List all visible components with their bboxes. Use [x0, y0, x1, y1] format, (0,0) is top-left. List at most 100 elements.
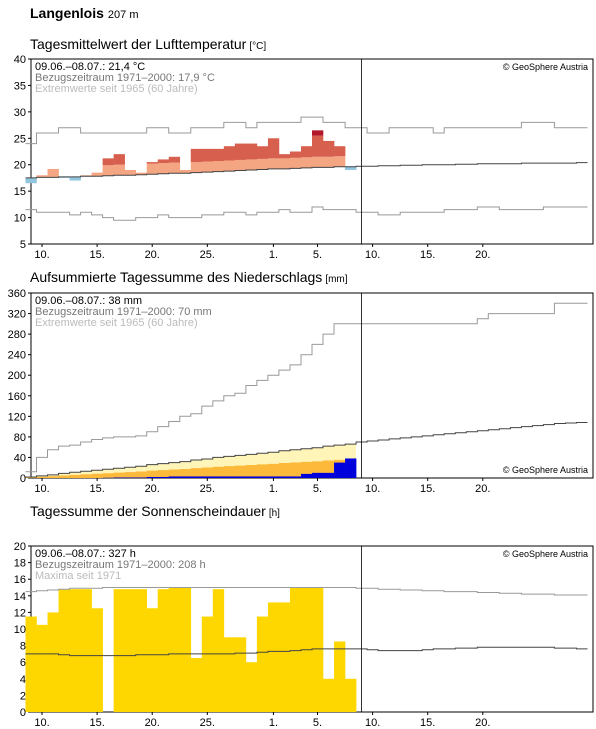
temp-info-period: 09.06.–08.07.: 21,4 °C: [35, 61, 145, 73]
temp-x-tick-label: 15.: [420, 249, 435, 261]
sun-info-period: 09.06.–08.07.: 327 h: [35, 548, 136, 560]
sun-chart: 0 2 4 6 8 10 12 14 16 18 20 10. 15. 20. 25. 1. 5. 10. 15. 2…: [14, 541, 594, 729]
precip-credit: © GeoSphere Austria: [503, 465, 588, 475]
precip-y-tick-label: 280: [8, 329, 26, 341]
precip-bar: [135, 477, 148, 478]
sunshine-bar: [334, 641, 346, 712]
temp-anomaly-bar: [135, 172, 148, 175]
sunshine-bar: [256, 616, 269, 712]
temp-anomaly-bar: [245, 159, 258, 170]
sun-y-tick-label: 16: [14, 574, 26, 586]
precip-y-tick-label: 320: [8, 309, 26, 321]
temp-anomaly-bar: [113, 154, 125, 165]
temp-anomaly-bar: [234, 143, 247, 160]
temp-anomaly-bar: [223, 160, 236, 172]
temp-anomaly-bar: [267, 158, 280, 169]
temp-x-tick-label: 10.: [34, 249, 49, 261]
precip-bar: [234, 476, 247, 478]
temp-y-tick-label: 30: [14, 107, 26, 119]
sunshine-bar: [91, 608, 103, 712]
precip-low-area: [25, 459, 357, 478]
precip-info-reference: Bezugszeitraum 1971–2000: 70 mm: [35, 306, 212, 318]
precip-bar: [289, 476, 302, 478]
precip-x-tick-label: 5.: [313, 483, 322, 495]
precip-bar: [278, 476, 291, 478]
precip-bar: [323, 472, 335, 478]
temp-anomaly-bar: [102, 158, 114, 166]
temp-anomaly-bar: [323, 156, 335, 168]
temp-y-tick-label: 35: [14, 80, 26, 92]
temp-anomaly-bar: [289, 151, 302, 158]
temp-x-tick-label: 25.: [200, 249, 215, 261]
sun-y-tick-label: 4: [20, 674, 26, 686]
sunshine-bar: [267, 602, 280, 712]
sunshine-unit: [h]: [268, 508, 280, 519]
temp-anomaly-bar: [223, 146, 236, 161]
temp-anomaly-bar: [69, 176, 81, 181]
sunshine-bar: [157, 589, 170, 712]
temp-anomaly-bar: [334, 146, 346, 157]
sunshine-bar: [47, 612, 59, 712]
temp-y-tick-label: 15: [14, 186, 26, 198]
temp-y-tick-label: 25: [14, 133, 26, 145]
precipitation-title-text: Aufsummierte Tagessumme des Niederschlag…: [30, 269, 323, 285]
sunshine-bar: [179, 587, 192, 712]
sunshine-bar: [212, 589, 225, 712]
precip-y-tick-label: 240: [8, 350, 26, 362]
sun-x-tick-label: 20.: [145, 717, 160, 729]
precip-x-tick-label: 20.: [145, 483, 160, 495]
temp-anomaly-bar: [102, 165, 114, 176]
temp-anomaly-bar: [234, 159, 247, 171]
precip-bar: [113, 477, 125, 478]
temperature-chart-title: Tagesmittelwert der Lufttemperatur [°C]: [30, 36, 266, 52]
station-altitude: 207 m: [107, 9, 139, 21]
sunshine-bar: [80, 589, 92, 712]
temp-anomaly-bar: [212, 161, 225, 172]
station-name: Langenlois: [30, 5, 104, 21]
precip-bar: [345, 458, 357, 478]
sun-info-reference: Bezugszeitraum 1971–2000: 208 h: [35, 559, 206, 571]
temp-credit: © GeoSphere Austria: [503, 62, 588, 72]
precip-normal-line: [25, 422, 588, 478]
temp-chart: 5 10 15 20 25 30 35 40 10. 15. 20. 25. 1. 5. 10. 15. 20.…: [14, 54, 594, 261]
sunshine-chart-title: Tagessumme der Sonnenscheindauer [h]: [30, 503, 280, 519]
precip-bar: [245, 476, 258, 478]
temp-anomaly-bar: [201, 161, 214, 173]
sun-x-tick-label: 10.: [34, 717, 49, 729]
sunshine-bar: [278, 602, 291, 712]
temp-x-tick-label: 1.: [269, 249, 278, 261]
precip-bar: [334, 462, 346, 478]
sunshine-title-text: Tagessumme der Sonnenscheindauer: [30, 503, 266, 519]
temp-x-tick-label: 5.: [313, 249, 322, 261]
temp-anomaly-bar: [36, 175, 48, 178]
sun-y-tick-label: 2: [20, 690, 26, 702]
sun-x-tick-label: 25.: [200, 717, 215, 729]
precip-x-tick-label: 20.: [475, 483, 490, 495]
precip-y-tick-label: 200: [8, 370, 26, 382]
precip-x-tick-label: 10.: [365, 483, 380, 495]
sunshine-bar: [69, 589, 81, 712]
temp-anomaly-bar: [312, 135, 324, 157]
sunshine-bar: [345, 678, 357, 712]
temp-anomaly-bar: [300, 157, 313, 168]
temp-anomaly-bar: [256, 146, 269, 159]
temp-extreme-line-1: [25, 206, 588, 221]
precip-y-tick-label: 40: [14, 452, 26, 464]
sun-normal-line: [25, 646, 588, 657]
station-header: Langenlois 207 m: [30, 5, 138, 21]
temp-anomaly-bar: [168, 156, 181, 163]
sunshine-bar: [113, 589, 125, 712]
temp-anomaly-bar: [245, 143, 258, 160]
temp-anomaly-bar: [179, 170, 192, 174]
temperature-unit: [°C]: [249, 41, 267, 52]
temp-anomaly-bar: [278, 158, 291, 169]
temp-extreme-line-0: [25, 116, 588, 145]
precip-bar: [256, 476, 269, 478]
precip-bar: [146, 476, 159, 478]
sun-x-tick-label: 15.: [420, 717, 435, 729]
precip-x-tick-label: 1.: [269, 483, 278, 495]
precip-bar: [267, 476, 280, 478]
sun-y-tick-label: 8: [20, 641, 26, 653]
precip-y-tick-label: 360: [8, 288, 26, 300]
precip-plot-frame: [30, 292, 594, 479]
